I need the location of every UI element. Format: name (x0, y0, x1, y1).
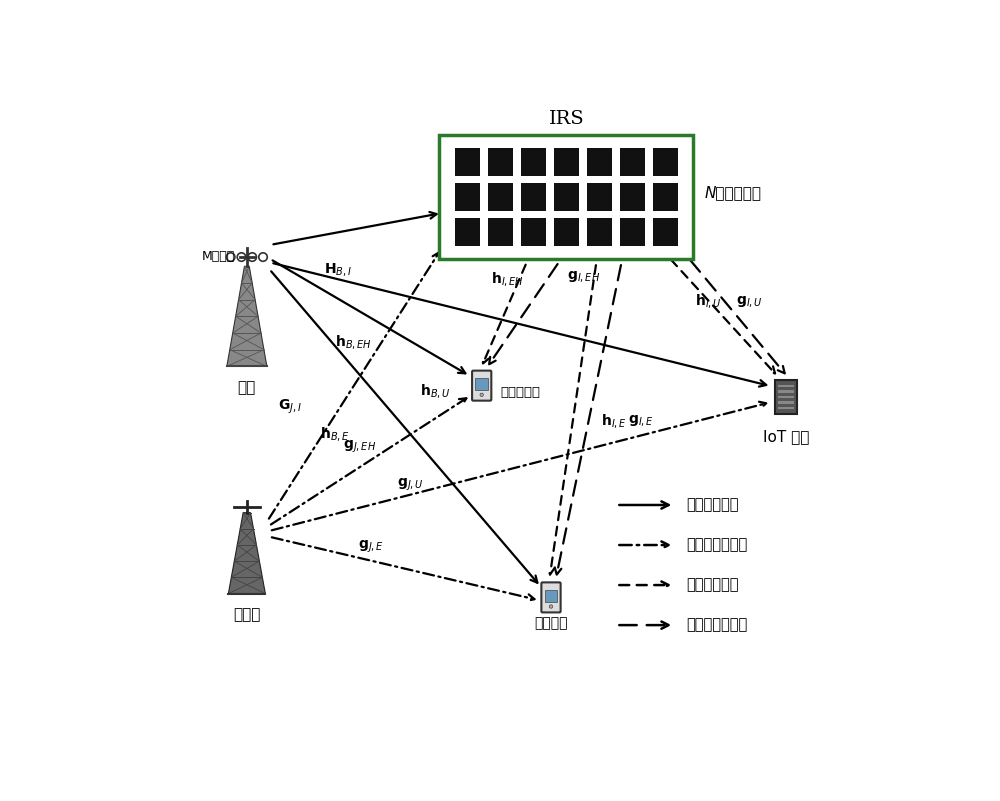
Bar (620, 219, 645, 246)
Text: $\mathbf{g}_{J,EH}$: $\mathbf{g}_{J,EH}$ (343, 439, 376, 455)
Text: $\mathbf{h}_{B,EH}$: $\mathbf{h}_{B,EH}$ (335, 333, 372, 351)
Bar (545, 590, 557, 602)
Text: 干扰机: 干扰机 (233, 607, 261, 622)
Bar (488, 219, 513, 246)
Text: $\mathbf{g}_{I,E}$: $\mathbf{g}_{I,E}$ (628, 413, 655, 429)
Text: $\mathbf{g}_{I,U}$: $\mathbf{g}_{I,U}$ (736, 295, 763, 310)
Text: $\mathbf{h}_{I,E}$: $\mathbf{h}_{I,E}$ (601, 412, 627, 430)
Text: 基站直接链路: 基站直接链路 (686, 497, 738, 513)
Bar (455, 219, 480, 246)
Text: IoT 设备: IoT 设备 (763, 429, 809, 445)
Bar (554, 183, 579, 211)
Polygon shape (227, 266, 267, 366)
FancyBboxPatch shape (472, 371, 491, 400)
Text: 能量采集器: 能量采集器 (500, 385, 540, 399)
Bar (488, 148, 513, 175)
Text: $\mathbf{G}_{J,I}$: $\mathbf{G}_{J,I}$ (278, 398, 302, 417)
Text: N个反射元素: N个反射元素 (705, 186, 762, 200)
Bar (521, 148, 546, 175)
Bar (455, 183, 480, 211)
Bar (778, 385, 794, 388)
Text: 干扰机直接链路: 干扰机直接链路 (686, 537, 747, 553)
Text: $\mathbf{g}_{J,E}$: $\mathbf{g}_{J,E}$ (358, 539, 385, 555)
Text: 干扰机间接链路: 干扰机间接链路 (686, 618, 747, 633)
Text: $\mathbf{h}_{B,U}$: $\mathbf{h}_{B,U}$ (420, 382, 451, 400)
Bar (455, 148, 480, 175)
Bar (439, 135, 693, 259)
Circle shape (480, 393, 483, 396)
Bar (475, 378, 488, 390)
Bar (521, 219, 546, 246)
Text: 基站: 基站 (238, 380, 256, 395)
Text: $\mathbf{h}_{I,EH}$: $\mathbf{h}_{I,EH}$ (491, 270, 524, 288)
Text: $\mathbf{H}_{B,I}$: $\mathbf{H}_{B,I}$ (324, 261, 352, 278)
Bar (775, 380, 797, 414)
Bar (620, 183, 645, 211)
Bar (653, 148, 678, 175)
Text: 基站间接链路: 基站间接链路 (686, 578, 738, 593)
Polygon shape (228, 513, 265, 594)
Text: $\mathbf{h}_{I,U}$: $\mathbf{h}_{I,U}$ (695, 292, 722, 310)
Bar (521, 183, 546, 211)
Bar (488, 183, 513, 211)
Bar (554, 148, 579, 175)
Bar (778, 401, 794, 404)
FancyBboxPatch shape (541, 582, 561, 613)
Bar (620, 148, 645, 175)
Text: IRS: IRS (549, 110, 584, 127)
Bar (778, 390, 794, 392)
Bar (778, 396, 794, 398)
Circle shape (549, 605, 553, 608)
Bar (587, 183, 612, 211)
Text: M根天线: M根天线 (202, 250, 235, 263)
Text: $\mathbf{g}_{I,EH}$: $\mathbf{g}_{I,EH}$ (567, 270, 601, 285)
Bar (587, 148, 612, 175)
Bar (554, 219, 579, 246)
Text: $\mathbf{g}_{J,U}$: $\mathbf{g}_{J,U}$ (397, 477, 424, 493)
Text: $\mathbf{h}_{B,E}$: $\mathbf{h}_{B,E}$ (320, 425, 350, 444)
Bar (778, 407, 794, 409)
Text: 窃听设备: 窃听设备 (534, 617, 568, 630)
Bar (587, 219, 612, 246)
Bar (653, 219, 678, 246)
Bar (653, 183, 678, 211)
